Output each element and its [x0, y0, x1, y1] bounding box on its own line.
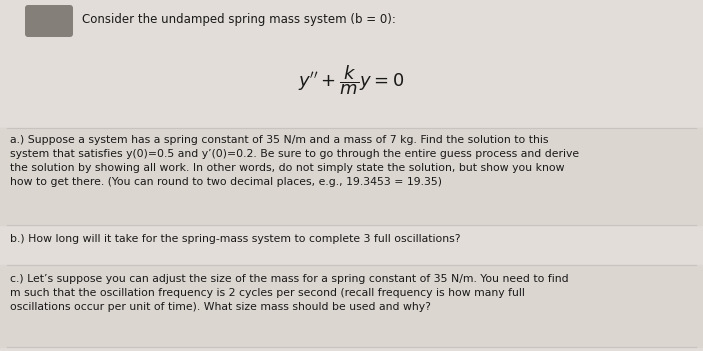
Text: $y'' + \dfrac{k}{m}y = 0$: $y'' + \dfrac{k}{m}y = 0$	[299, 63, 404, 97]
Text: c.) Let’s suppose you can adjust the size of the mass for a spring constant of 3: c.) Let’s suppose you can adjust the siz…	[10, 274, 569, 312]
FancyBboxPatch shape	[25, 5, 73, 37]
Text: Consider the undamped spring mass system (b = 0):: Consider the undamped spring mass system…	[82, 13, 396, 26]
Text: b.) How long will it take for the spring-mass system to complete 3 full oscillat: b.) How long will it take for the spring…	[10, 234, 460, 244]
Text: a.) Suppose a system has a spring constant of 35 N/m and a mass of 7 kg. Find th: a.) Suppose a system has a spring consta…	[10, 135, 579, 187]
